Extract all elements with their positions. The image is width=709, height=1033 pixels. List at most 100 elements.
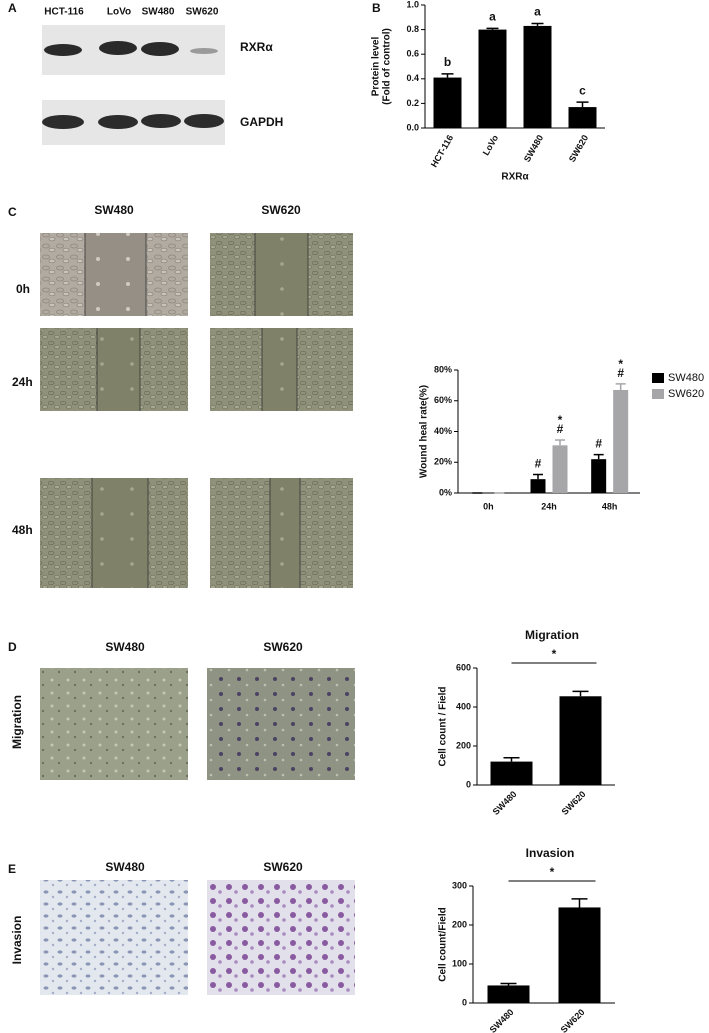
y-tick-label: 40% — [434, 426, 452, 436]
annotation: * — [558, 413, 563, 427]
y-tick-label: 200 — [452, 919, 467, 929]
error-bar — [441, 73, 454, 78]
blot-bands — [44, 41, 218, 56]
error-bar — [593, 453, 604, 460]
column-label: SW620 — [263, 640, 303, 654]
annotation: # — [535, 457, 542, 471]
error-bar — [572, 690, 589, 697]
blot-bands — [42, 114, 224, 129]
bar — [433, 77, 462, 128]
lane-label: SW620 — [186, 7, 219, 18]
y-tick-label: 100 — [452, 958, 467, 968]
column-label: SW480 — [94, 203, 134, 217]
invasion-image — [207, 880, 355, 995]
y-tick-label: 0.6 — [406, 49, 419, 59]
x-tick-label: SW480 — [522, 133, 545, 164]
y-axis-label: Cell count/Field — [438, 907, 449, 981]
y-tick-label: 300 — [452, 880, 467, 890]
row-label: Migration — [10, 695, 24, 749]
annotation: a — [534, 5, 541, 19]
bar — [530, 479, 546, 493]
row-label: 48h — [12, 523, 33, 537]
bar — [487, 985, 530, 1003]
error-bar — [576, 101, 589, 108]
band-label: GAPDH — [240, 115, 283, 129]
y-axis-label: Wound heal rate(%) — [419, 385, 430, 478]
wound-images — [40, 233, 353, 588]
x-tick-label: LoVo — [481, 133, 501, 157]
y-tick-label: 0 — [462, 997, 467, 1007]
annotation: # — [557, 422, 564, 436]
panel-label: E — [8, 862, 16, 876]
column-label: SW620 — [263, 860, 303, 874]
migration-image — [207, 668, 355, 780]
row-label: Invasion — [10, 916, 24, 965]
bar — [490, 761, 533, 785]
panel-label: B — [372, 1, 381, 15]
y-tick-label: 0.2 — [406, 98, 419, 108]
y-tick-label: 0.0 — [406, 122, 419, 132]
bar — [523, 25, 552, 128]
y-axis-label: Cell count / Field — [438, 686, 449, 766]
significance-mark: * — [552, 647, 557, 661]
error-bar — [500, 982, 517, 986]
x-tick-label: SW620 — [560, 789, 588, 817]
bar — [559, 696, 602, 785]
bar — [613, 389, 629, 493]
x-tick-label: 48h — [602, 501, 618, 511]
x-tick-label: 0h — [483, 501, 494, 511]
chart-title: Migration — [525, 628, 579, 642]
annotation: a — [489, 10, 496, 24]
bar — [552, 445, 568, 493]
error-bar — [571, 898, 588, 908]
panel-label: C — [8, 205, 17, 219]
annotation: c — [579, 83, 586, 97]
y-tick-label: 0% — [439, 487, 452, 497]
annotation: * — [618, 357, 623, 371]
error-bar — [533, 473, 543, 480]
x-axis-label: RXRα — [501, 172, 529, 183]
annotation: # — [595, 437, 602, 451]
legend-swatch — [652, 373, 664, 383]
error-bar — [555, 439, 565, 446]
x-tick-label: 24h — [541, 501, 557, 511]
bar — [591, 459, 607, 493]
y-tick-label: 400 — [456, 701, 471, 711]
lane-label: HCT-116 — [44, 7, 84, 18]
y-tick-label: 600 — [456, 662, 471, 672]
legend-swatch — [652, 389, 664, 399]
error-bar — [486, 27, 499, 30]
error-bar — [615, 383, 626, 390]
panel-label: D — [8, 640, 17, 654]
error-bar — [503, 756, 520, 762]
legend-label: SW480 — [668, 372, 704, 384]
y-tick-label: 60% — [434, 395, 452, 405]
lane-label: LoVo — [107, 7, 131, 18]
panel-label: A — [8, 1, 17, 15]
column-label: SW480 — [105, 640, 145, 654]
y-tick-label: 0.8 — [406, 24, 419, 34]
significance-mark: * — [550, 865, 555, 879]
y-tick-label: 80% — [434, 364, 452, 374]
migration-image — [40, 668, 188, 780]
annotation: b — [444, 55, 451, 69]
invasion-image — [40, 880, 188, 995]
column-label: SW480 — [105, 860, 145, 874]
y-tick-label: 0 — [466, 779, 471, 789]
y-axis-label: (Fold of control) — [382, 28, 393, 105]
chart-title: Invasion — [526, 846, 575, 860]
y-tick-label: 1.0 — [406, 0, 419, 9]
row-label: 0h — [16, 282, 30, 296]
column-label: SW620 — [261, 203, 301, 217]
x-tick-label: SW480 — [491, 789, 519, 817]
x-tick-label: SW480 — [488, 1007, 516, 1033]
x-tick-label: HCT-116 — [429, 133, 455, 169]
x-tick-label: SW620 — [559, 1007, 587, 1033]
lane-label: SW480 — [142, 7, 175, 18]
y-tick-label: 0.4 — [406, 73, 419, 83]
error-bar — [531, 22, 544, 26]
bar — [568, 107, 597, 128]
legend-label: SW620 — [668, 388, 704, 400]
band-label: RXRα — [240, 40, 273, 54]
